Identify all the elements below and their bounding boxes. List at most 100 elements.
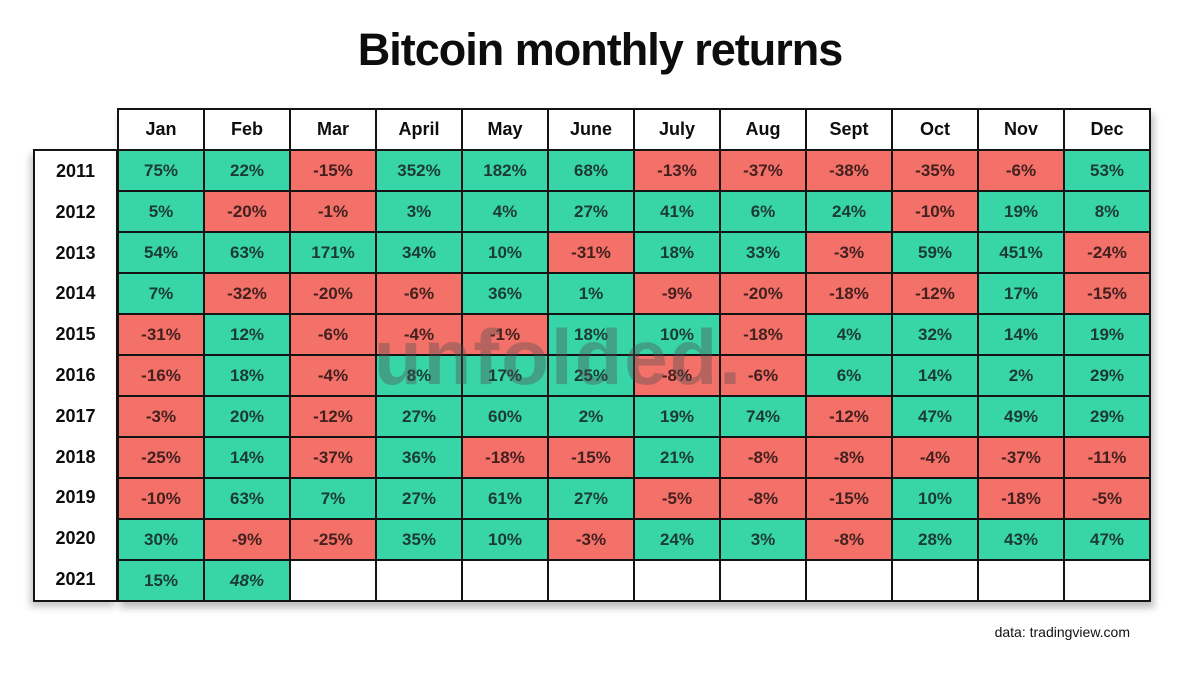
- return-cell-2016-july: -8%: [633, 354, 721, 397]
- return-cell-2016-sept: 6%: [805, 354, 893, 397]
- month-header-july: July: [633, 108, 721, 151]
- month-header-aug: Aug: [719, 108, 807, 151]
- return-cell-2017-nov: 49%: [977, 395, 1065, 438]
- return-cell-2017-feb: 20%: [203, 395, 291, 438]
- return-cell-2019-aug: -8%: [719, 477, 807, 520]
- return-cell-2015-nov: 14%: [977, 313, 1065, 356]
- return-cell-2017-april: 27%: [375, 395, 463, 438]
- return-cell-2021-july: [633, 559, 721, 602]
- return-cell-2016-mar: -4%: [289, 354, 377, 397]
- return-cell-2015-april: -4%: [375, 313, 463, 356]
- return-cell-2013-jan: 54%: [117, 231, 205, 274]
- return-cell-2012-june: 27%: [547, 190, 635, 233]
- return-cell-2018-oct: -4%: [891, 436, 979, 479]
- return-cell-2013-dec: -24%: [1063, 231, 1151, 274]
- return-cell-2016-nov: 2%: [977, 354, 1065, 397]
- return-cell-2014-july: -9%: [633, 272, 721, 315]
- return-cell-2011-jan: 75%: [117, 149, 205, 192]
- return-cell-2016-jan: -16%: [117, 354, 205, 397]
- return-cell-2012-july: 41%: [633, 190, 721, 233]
- return-cell-2017-mar: -12%: [289, 395, 377, 438]
- return-cell-2011-aug: -37%: [719, 149, 807, 192]
- return-cell-2014-jan: 7%: [117, 272, 205, 315]
- return-cell-2014-june: 1%: [547, 272, 635, 315]
- month-header-mar: Mar: [289, 108, 377, 151]
- table-row-2014: 7% -32% -20% -6% 36% 1% -9% -20% -18% -12% 17% -15%: [117, 272, 1151, 315]
- return-cell-2015-sept: 4%: [805, 313, 893, 356]
- return-cell-2012-mar: -1%: [289, 190, 377, 233]
- return-cell-2015-july: 10%: [633, 313, 721, 356]
- return-cell-2018-april: 36%: [375, 436, 463, 479]
- return-cell-2019-oct: 10%: [891, 477, 979, 520]
- return-cell-2021-june: [547, 559, 635, 602]
- return-cell-2020-sept: -8%: [805, 518, 893, 561]
- return-cell-2020-jan: 30%: [117, 518, 205, 561]
- return-cell-2013-may: 10%: [461, 231, 549, 274]
- page-title: Bitcoin monthly returns: [357, 24, 844, 75]
- year-label-2019: 2019: [55, 487, 96, 508]
- table-row-2016: -16% 18% -4% 8% 17% 25% -8% -6% 6% 14% 2% 29%: [117, 354, 1151, 397]
- return-cell-2015-oct: 32%: [891, 313, 979, 356]
- returns-table: Jan Feb Mar April May June July Aug Sept Oct Nov De…: [117, 108, 1151, 602]
- return-cell-2019-may: 61%: [461, 477, 549, 520]
- return-cell-2020-mar: -25%: [289, 518, 377, 561]
- return-cell-2014-nov: 17%: [977, 272, 1065, 315]
- return-cell-2012-feb: -20%: [203, 190, 291, 233]
- return-cell-2015-mar: -6%: [289, 313, 377, 356]
- return-cell-2013-june: -31%: [547, 231, 635, 274]
- return-cell-2013-oct: 59%: [891, 231, 979, 274]
- return-cell-2017-dec: 29%: [1063, 395, 1151, 438]
- return-cell-2011-june: 68%: [547, 149, 635, 192]
- return-cell-2012-jan: 5%: [117, 190, 205, 233]
- return-cell-2016-aug: -6%: [719, 354, 807, 397]
- return-cell-2011-feb: 22%: [203, 149, 291, 192]
- return-cell-2018-feb: 14%: [203, 436, 291, 479]
- data-source-note: data: tradingview.com: [994, 624, 1130, 640]
- return-cell-2015-dec: 19%: [1063, 313, 1151, 356]
- return-cell-2012-aug: 6%: [719, 190, 807, 233]
- return-cell-2012-sept: 24%: [805, 190, 893, 233]
- return-cell-2011-mar: -15%: [289, 149, 377, 192]
- table-row-2015: -31% 12% -6% -4% -1% 18% 10% -18% 4% 32% 14% 19%: [117, 313, 1151, 356]
- month-header-april: April: [375, 108, 463, 151]
- return-cell-2014-sept: -18%: [805, 272, 893, 315]
- return-cell-2013-mar: 171%: [289, 231, 377, 274]
- month-header-sept: Sept: [805, 108, 893, 151]
- return-cell-2021-dec: [1063, 559, 1151, 602]
- return-cell-2018-jan: -25%: [117, 436, 205, 479]
- return-cell-2017-sept: -12%: [805, 395, 893, 438]
- return-cell-2020-july: 24%: [633, 518, 721, 561]
- return-cell-2012-april: 3%: [375, 190, 463, 233]
- table-row-2017: -3% 20% -12% 27% 60% 2% 19% 74% -12% 47% 49% 29%: [117, 395, 1151, 438]
- year-label-2017: 2017: [55, 405, 96, 426]
- month-header-june: June: [547, 108, 635, 151]
- return-cell-2015-may: -1%: [461, 313, 549, 356]
- return-cell-2019-july: -5%: [633, 477, 721, 520]
- year-label-2018: 2018: [55, 446, 96, 467]
- return-cell-2018-aug: -8%: [719, 436, 807, 479]
- return-cell-2017-july: 19%: [633, 395, 721, 438]
- return-cell-2019-feb: 63%: [203, 477, 291, 520]
- return-cell-2013-nov: 451%: [977, 231, 1065, 274]
- return-cell-2014-dec: -15%: [1063, 272, 1151, 315]
- return-cell-2021-may: [461, 559, 549, 602]
- return-cell-2015-aug: -18%: [719, 313, 807, 356]
- return-cell-2016-april: 8%: [375, 354, 463, 397]
- return-cell-2012-oct: -10%: [891, 190, 979, 233]
- return-cell-2017-jan: -3%: [117, 395, 205, 438]
- return-cell-2012-nov: 19%: [977, 190, 1065, 233]
- return-cell-2016-june: 25%: [547, 354, 635, 397]
- return-cell-2014-aug: -20%: [719, 272, 807, 315]
- return-cell-2011-april: 352%: [375, 149, 463, 192]
- return-cell-2020-may: 10%: [461, 518, 549, 561]
- table-row-2012: 5% -20% -1% 3% 4% 27% 41% 6% 24% -10% 19% 8%: [117, 190, 1151, 233]
- returns-table-wrapper: Jan Feb Mar April May June July Aug Sept Oct Nov De…: [117, 108, 1151, 602]
- return-cell-2018-nov: -37%: [977, 436, 1065, 479]
- return-cell-2019-june: 27%: [547, 477, 635, 520]
- return-cell-2019-sept: -15%: [805, 477, 893, 520]
- month-header-may: May: [461, 108, 549, 151]
- return-cell-2021-oct: [891, 559, 979, 602]
- return-cell-2019-april: 27%: [375, 477, 463, 520]
- month-header-oct: Oct: [891, 108, 979, 151]
- return-cell-2016-may: 17%: [461, 354, 549, 397]
